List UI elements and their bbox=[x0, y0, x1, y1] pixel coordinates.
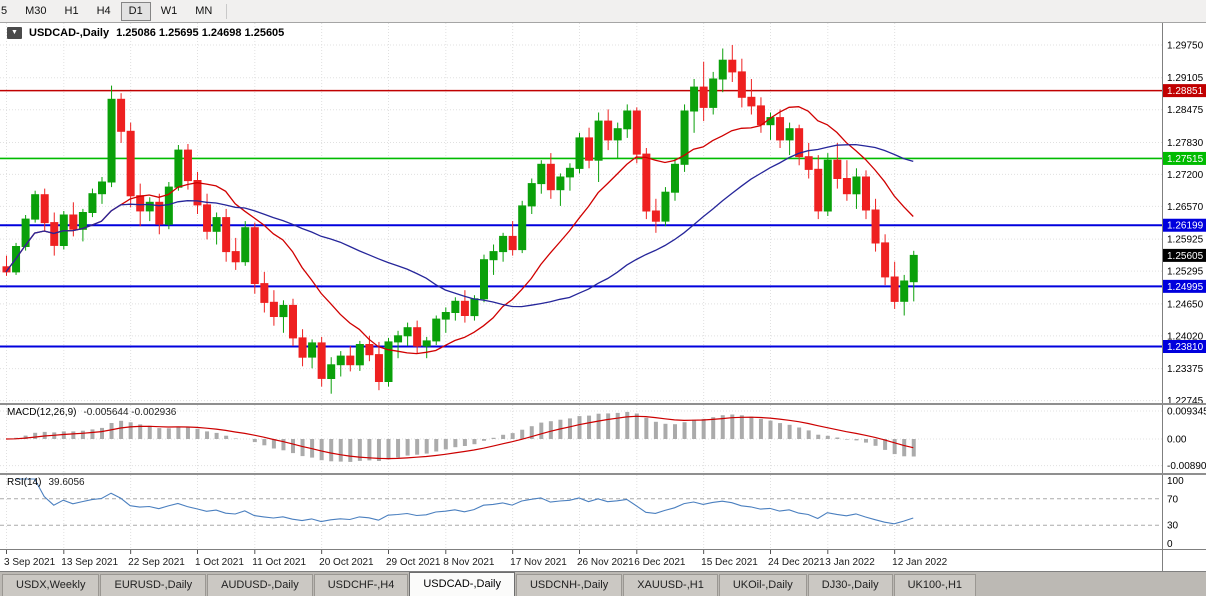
svg-text:12 Jan 2022: 12 Jan 2022 bbox=[892, 557, 947, 568]
price-tag: 1.23810 bbox=[1163, 340, 1206, 354]
svg-text:30: 30 bbox=[1167, 521, 1179, 532]
macd-axis: 0.009345 0.00 -0.008905 bbox=[1167, 407, 1206, 473]
chart-tab-audusd-daily[interactable]: AUDUSD-,Daily bbox=[207, 574, 313, 596]
chart-tab-usdcad-daily[interactable]: USDCAD-,Daily bbox=[409, 572, 515, 596]
svg-text:1.28475: 1.28475 bbox=[1167, 105, 1204, 116]
chart-tab-usdchf-h4[interactable]: USDCHF-,H4 bbox=[313, 574, 409, 596]
svg-text:1.27515: 1.27515 bbox=[1167, 154, 1204, 165]
chart-tabs-bar: USDX,Weekly EURUSD-,Daily AUDUSD-,Daily USD… bbox=[0, 571, 1206, 596]
main-chart-pane[interactable]: 1.29750 1.29105 1.28475 1.27830 1.27200 1.265… bbox=[0, 23, 1206, 403]
chart-tab-usdx-weekly[interactable]: USDX,Weekly bbox=[2, 574, 100, 596]
svg-text:13 Sep 2021: 13 Sep 2021 bbox=[61, 557, 118, 568]
timeframe-button-d1[interactable]: D1 bbox=[120, 1, 151, 21]
chart-tab-usdcnh-daily[interactable]: USDCNH-,Daily bbox=[515, 574, 623, 596]
chart-tab-ukoil-daily[interactable]: UKOil-,Daily bbox=[718, 574, 807, 596]
toolbar-separator bbox=[226, 3, 228, 19]
svg-text:8 Nov 2021: 8 Nov 2021 bbox=[443, 557, 495, 568]
macd-signal-line bbox=[5, 415, 914, 460]
pane-splitter-macd[interactable] bbox=[0, 403, 1206, 405]
svg-text:100: 100 bbox=[1167, 476, 1184, 487]
svg-text:1.22745: 1.22745 bbox=[1167, 396, 1204, 403]
svg-text:-0.008905: -0.008905 bbox=[1167, 461, 1206, 472]
price-tag: 1.25605 bbox=[1163, 248, 1206, 262]
price-tag: 1.24995 bbox=[1163, 279, 1206, 293]
timeframe-toolbar: 5 M30 H1 H4 D1 W1 MN bbox=[0, 0, 1206, 23]
svg-text:3 Jan 2022: 3 Jan 2022 bbox=[825, 557, 875, 568]
ma-slow-line bbox=[5, 143, 914, 308]
rsi-axis: 100 70 30 0 bbox=[1167, 476, 1184, 549]
svg-text:1.29750: 1.29750 bbox=[1167, 40, 1204, 51]
chart-tab-dj30-daily[interactable]: DJ30-,Daily bbox=[807, 574, 893, 596]
timeframe-button-mn[interactable]: MN bbox=[195, 4, 213, 17]
svg-text:1.25295: 1.25295 bbox=[1167, 267, 1204, 278]
svg-text:1.23375: 1.23375 bbox=[1167, 364, 1204, 375]
time-axis[interactable]: 3 Sep 2021 13 Sep 2021 22 Sep 2021 1 Oct 20… bbox=[0, 549, 1206, 571]
svg-text:15 Dec 2021: 15 Dec 2021 bbox=[701, 557, 758, 568]
svg-text:6 Dec 2021: 6 Dec 2021 bbox=[634, 557, 686, 568]
svg-text:24 Dec 2021: 24 Dec 2021 bbox=[768, 557, 825, 568]
svg-text:11 Oct 2021: 11 Oct 2021 bbox=[252, 557, 306, 568]
timeframe-button-h4[interactable]: H4 bbox=[96, 4, 111, 17]
svg-text:0: 0 bbox=[1167, 539, 1173, 549]
svg-text:29 Oct 2021: 29 Oct 2021 bbox=[386, 557, 441, 568]
macd-pane[interactable]: 0.009345 0.00 -0.008905 bbox=[0, 405, 1206, 473]
chart-tab-eurusd-daily[interactable]: EURUSD-,Daily bbox=[100, 574, 207, 596]
svg-text:1.24995: 1.24995 bbox=[1167, 282, 1204, 293]
svg-text:1.26570: 1.26570 bbox=[1167, 202, 1204, 213]
macd-histogram bbox=[14, 411, 916, 462]
chart-tab-xauusd-h1[interactable]: XAUUSD-,H1 bbox=[623, 574, 718, 596]
price-tag: 1.28851 bbox=[1163, 84, 1206, 98]
chart-panes: 1.29750 1.29105 1.28475 1.27830 1.27200 1.265… bbox=[0, 23, 1206, 571]
pane-splitter-rsi[interactable] bbox=[0, 473, 1206, 475]
svg-text:1.27200: 1.27200 bbox=[1167, 170, 1204, 181]
svg-text:1.24020: 1.24020 bbox=[1167, 331, 1204, 342]
svg-text:0.009345: 0.009345 bbox=[1167, 407, 1206, 418]
time-axis-labels: 3 Sep 2021 13 Sep 2021 22 Sep 2021 1 Oct 20… bbox=[4, 557, 948, 568]
price-tag: 1.27515 bbox=[1163, 151, 1206, 165]
symbol-menu-icon[interactable]: ▼ bbox=[7, 27, 22, 39]
svg-text:1.28851: 1.28851 bbox=[1167, 86, 1204, 97]
rsi-line bbox=[15, 478, 914, 525]
timeframe-button-w1[interactable]: W1 bbox=[160, 4, 178, 17]
svg-text:20 Oct 2021: 20 Oct 2021 bbox=[319, 557, 374, 568]
svg-text:1.25605: 1.25605 bbox=[1167, 251, 1204, 262]
svg-text:1.29105: 1.29105 bbox=[1167, 73, 1204, 84]
candles[interactable] bbox=[2, 45, 918, 394]
price-tag: 1.26199 bbox=[1163, 218, 1206, 232]
timeframe-button-m30[interactable]: M30 bbox=[25, 4, 47, 17]
svg-text:1.25925: 1.25925 bbox=[1167, 235, 1204, 246]
svg-text:22 Sep 2021: 22 Sep 2021 bbox=[128, 557, 185, 568]
rsi-pane[interactable]: 100 70 30 0 bbox=[0, 475, 1206, 549]
svg-text:1.27830: 1.27830 bbox=[1167, 138, 1204, 149]
svg-text:1.26199: 1.26199 bbox=[1167, 221, 1204, 232]
timeframe-button-h1[interactable]: H1 bbox=[64, 4, 79, 17]
svg-text:26 Nov 2021: 26 Nov 2021 bbox=[577, 557, 634, 568]
svg-text:70: 70 bbox=[1167, 494, 1179, 505]
svg-text:1.23810: 1.23810 bbox=[1167, 342, 1204, 353]
svg-text:0.00: 0.00 bbox=[1167, 435, 1187, 446]
ma-fast-line bbox=[5, 106, 914, 355]
svg-text:1.24650: 1.24650 bbox=[1167, 299, 1204, 310]
chart-tab-uk100-h1[interactable]: UK100-,H1 bbox=[893, 574, 977, 596]
price-axis: 1.29750 1.29105 1.28475 1.27830 1.27200 1.265… bbox=[1167, 40, 1204, 403]
svg-text:1 Oct 2021: 1 Oct 2021 bbox=[195, 557, 244, 568]
svg-text:17 Nov 2021: 17 Nov 2021 bbox=[510, 557, 567, 568]
svg-text:3 Sep 2021: 3 Sep 2021 bbox=[4, 557, 56, 568]
timeframe-button-5[interactable]: 5 bbox=[1, 4, 8, 17]
